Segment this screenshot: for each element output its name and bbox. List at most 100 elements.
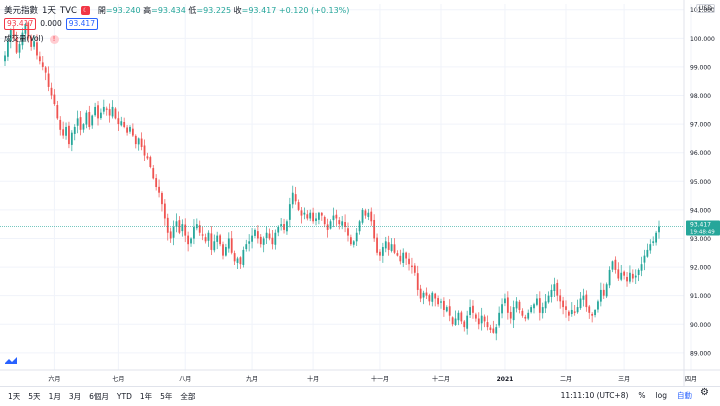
candle-body — [306, 214, 309, 219]
candle-body — [227, 238, 230, 249]
range-3m[interactable]: 3月 — [68, 392, 82, 401]
range-all[interactable]: 全部 — [180, 392, 196, 401]
candle-body — [614, 259, 617, 270]
symbol-name[interactable]: 美元指數 — [4, 5, 39, 16]
candle-body — [597, 301, 599, 310]
candle-body — [73, 126, 76, 134]
candle-body — [445, 307, 448, 312]
bottom-toolbar: 1天 5天 1月 3月 6個月 YTD 1年 5年 全部 11:11:10 (U… — [0, 386, 720, 406]
candle-body — [402, 252, 405, 263]
candle-body — [50, 87, 53, 96]
candle-body — [469, 307, 471, 316]
warning-icon[interactable]: ! — [49, 34, 59, 44]
candle-body — [213, 241, 216, 251]
candle-body — [623, 271, 626, 276]
time-tick-label: 十月 — [307, 375, 319, 383]
price-tick-label: 93.000 — [690, 236, 711, 243]
candle-body — [652, 241, 655, 243]
range-6m[interactable]: 6個月 — [89, 392, 109, 401]
bid-price[interactable]: 93.417 — [4, 17, 37, 30]
candle-body — [495, 327, 498, 334]
ohlc-values: 開=93.240 高=93.434 低=93.225 收=93.417 +0.1… — [97, 5, 350, 15]
candle-body — [413, 265, 416, 273]
price-tick-label: 92.000 — [690, 265, 711, 272]
candle-body — [472, 305, 474, 313]
candle-body — [155, 178, 158, 187]
candle-body — [268, 233, 271, 239]
time-tick-label: 2021 — [497, 376, 514, 383]
clock-display[interactable]: 11:11:10 (UTC+8) — [560, 391, 629, 400]
candle-body — [440, 301, 442, 303]
time-axis[interactable]: 六月 七月 八月 九月 十月 十一月 十二月 2021 二月 三月 四月 — [48, 375, 697, 383]
candle-body — [320, 212, 323, 216]
price-axis[interactable]: 101.000 100.000 99.000 98.000 97.000 96.000 95… — [690, 7, 715, 357]
tradingview-logo-icon[interactable] — [4, 356, 18, 365]
candle-body — [347, 228, 349, 236]
candle-body — [216, 235, 219, 242]
percent-toggle[interactable]: % — [638, 391, 646, 400]
candle-body — [329, 221, 332, 229]
currency-button[interactable]: USD — [696, 4, 715, 13]
candle-body — [466, 315, 469, 329]
candle-body — [326, 224, 329, 230]
candle-body — [79, 117, 82, 130]
volume-indicator-label[interactable]: 成交量(Vol) — [4, 34, 44, 43]
candle-body — [251, 235, 253, 242]
candle-body — [254, 229, 256, 236]
candle-body — [219, 235, 221, 245]
candle-body — [256, 231, 259, 239]
candle-body — [588, 306, 591, 313]
range-1y[interactable]: 1年 — [139, 392, 153, 401]
ask-price[interactable]: 93.417 — [65, 17, 98, 30]
candle-body — [504, 298, 506, 304]
grid-lines — [0, 4, 692, 370]
price-tick-label: 101.000 — [690, 7, 715, 14]
candle-body — [352, 241, 355, 245]
candle-body — [193, 227, 195, 239]
log-toggle[interactable]: log — [655, 391, 667, 400]
candle-body — [97, 105, 99, 119]
candle-body — [355, 232, 358, 242]
candle-body — [85, 112, 88, 125]
candle-body — [222, 244, 224, 256]
candle-body — [579, 298, 582, 309]
candle-body — [41, 62, 44, 67]
candle-body — [573, 311, 576, 313]
auto-scale-toggle[interactable]: 自動 — [677, 391, 692, 400]
candle-body — [556, 282, 559, 296]
range-5y[interactable]: 5年 — [160, 392, 173, 401]
candle-body — [178, 220, 181, 233]
market-closed-icon[interactable]: ☾ — [80, 6, 90, 15]
time-tick-label: 二月 — [560, 376, 572, 383]
candle-body — [408, 258, 410, 265]
candle-body — [207, 232, 210, 241]
candle-body — [111, 106, 114, 117]
candle-body — [443, 300, 445, 310]
candle-body — [143, 145, 146, 156]
candle-body — [9, 29, 12, 42]
candle-body — [384, 241, 387, 249]
candle-body — [198, 225, 201, 233]
candle-body — [379, 251, 381, 256]
candle-body — [53, 94, 56, 105]
range-ytd[interactable]: YTD — [116, 392, 132, 401]
candle-body — [655, 232, 657, 243]
candle-body — [608, 269, 611, 286]
interval-label[interactable]: 1天 — [42, 5, 56, 16]
gear-icon[interactable]: ⚙ — [700, 387, 709, 398]
candle-body — [300, 210, 303, 216]
candle-body — [44, 67, 47, 73]
range-5d[interactable]: 5天 — [28, 392, 41, 401]
candle-body — [102, 106, 105, 112]
candlestick-chart[interactable]: 101.000 100.000 99.000 98.000 97.000 96.000 95… — [0, 0, 720, 386]
candle-body — [137, 138, 140, 145]
candle-body — [486, 322, 489, 328]
candle-body — [152, 168, 155, 179]
candle-body — [480, 315, 483, 324]
candle-body — [434, 293, 437, 299]
range-1m[interactable]: 1月 — [48, 392, 61, 401]
price-tick-label: 96.000 — [690, 150, 711, 157]
range-1d[interactable]: 1天 — [8, 392, 21, 401]
candle-body — [483, 316, 486, 322]
